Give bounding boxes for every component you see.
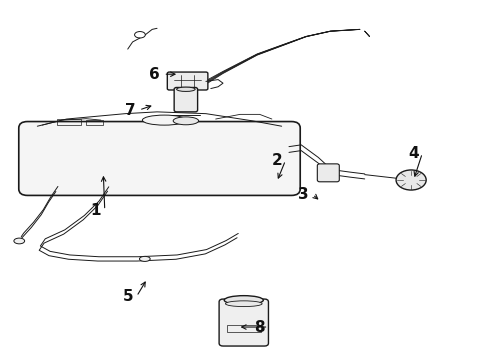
- Text: 7: 7: [125, 103, 136, 118]
- FancyBboxPatch shape: [318, 164, 339, 182]
- Ellipse shape: [176, 87, 195, 91]
- Text: 2: 2: [271, 153, 282, 168]
- FancyBboxPatch shape: [174, 87, 197, 112]
- Ellipse shape: [140, 256, 150, 261]
- Bar: [57, 119, 81, 125]
- Bar: [227, 325, 261, 332]
- Text: 8: 8: [254, 320, 265, 334]
- Bar: [86, 120, 103, 125]
- Text: 4: 4: [408, 145, 419, 161]
- Text: 6: 6: [149, 67, 160, 82]
- Ellipse shape: [14, 238, 24, 244]
- Ellipse shape: [225, 301, 262, 307]
- Ellipse shape: [143, 115, 186, 125]
- Ellipse shape: [173, 117, 198, 125]
- Text: 1: 1: [91, 203, 101, 218]
- Ellipse shape: [224, 296, 263, 305]
- Text: 5: 5: [122, 289, 133, 304]
- Text: 3: 3: [298, 187, 309, 202]
- FancyBboxPatch shape: [19, 122, 300, 195]
- Ellipse shape: [396, 170, 426, 190]
- FancyBboxPatch shape: [167, 72, 208, 90]
- FancyBboxPatch shape: [219, 299, 269, 346]
